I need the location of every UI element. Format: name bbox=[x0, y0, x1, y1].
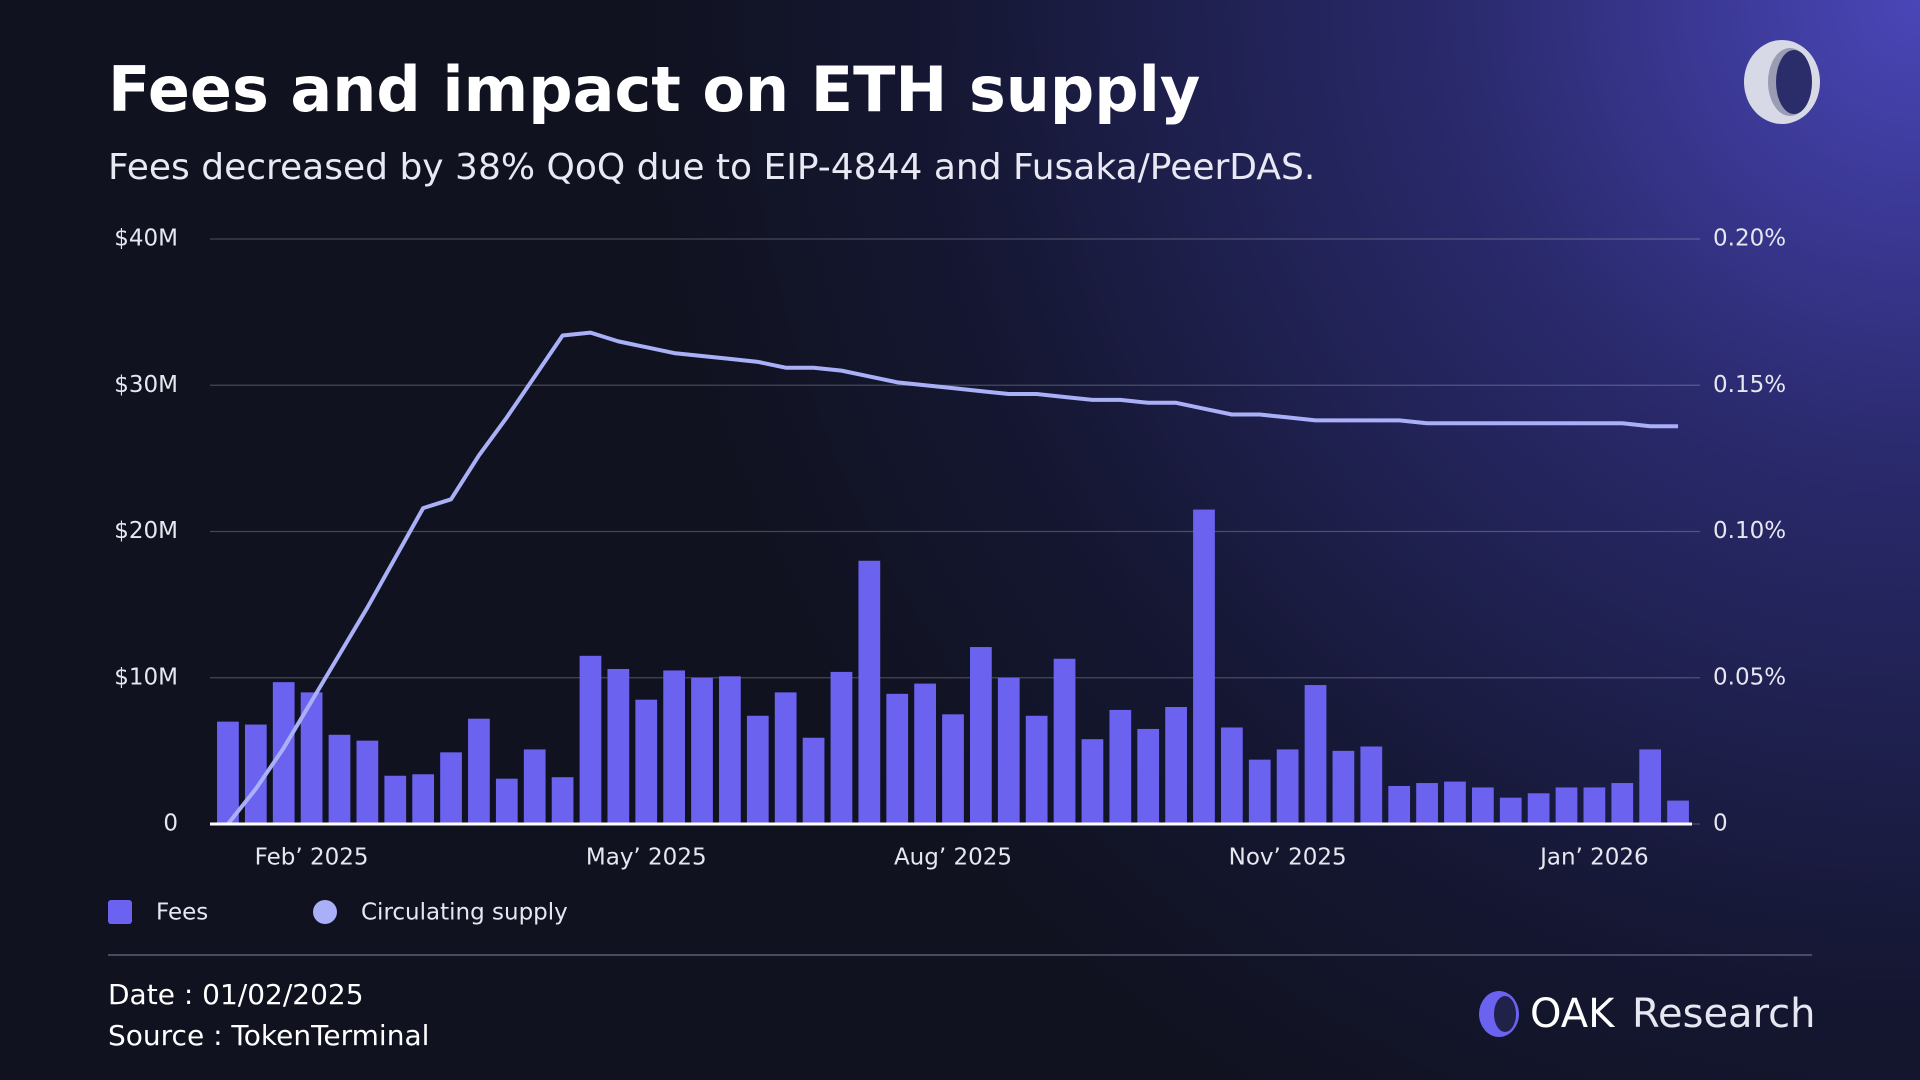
bar bbox=[719, 676, 741, 824]
bar bbox=[1555, 787, 1578, 824]
y-tick-label: $40M bbox=[114, 226, 178, 252]
bar bbox=[607, 668, 630, 824]
bar bbox=[1081, 739, 1104, 824]
brand-name: OAK bbox=[1530, 991, 1616, 1037]
bar bbox=[1471, 787, 1494, 824]
bar bbox=[1388, 785, 1411, 824]
bar bbox=[579, 655, 602, 824]
bar bbox=[551, 777, 574, 824]
y-tick-label: $10M bbox=[114, 664, 178, 690]
bar bbox=[1639, 749, 1662, 824]
x-tick-label: Aug’ 2025 bbox=[894, 845, 1012, 871]
bar bbox=[663, 670, 686, 824]
y2-tick-label: 0.10% bbox=[1713, 518, 1786, 544]
bar bbox=[1304, 685, 1327, 824]
bar bbox=[1193, 509, 1215, 824]
bar bbox=[356, 740, 379, 824]
legend-swatch bbox=[313, 900, 337, 924]
brand-logo bbox=[1479, 991, 1519, 1037]
bar bbox=[1109, 709, 1132, 824]
bar bbox=[1360, 746, 1383, 824]
y-tick-label: $20M bbox=[114, 518, 178, 544]
legend-label: Circulating supply bbox=[361, 900, 568, 926]
y2-tick-label: 0.05% bbox=[1713, 664, 1786, 690]
y-tick-label: $30M bbox=[114, 372, 178, 398]
bar bbox=[914, 683, 936, 824]
bar bbox=[495, 778, 518, 824]
bar bbox=[1220, 727, 1243, 824]
x-tick-label: May’ 2025 bbox=[586, 845, 707, 871]
legend-swatch bbox=[108, 900, 132, 924]
bar bbox=[635, 699, 658, 824]
bar bbox=[1527, 793, 1550, 824]
bar bbox=[970, 647, 992, 824]
x-tick-label: Feb’ 2025 bbox=[255, 845, 369, 871]
bar bbox=[1025, 715, 1048, 824]
bar bbox=[328, 734, 351, 824]
top-logo bbox=[1744, 40, 1820, 124]
bar bbox=[886, 693, 909, 824]
bar bbox=[1499, 797, 1522, 824]
bar bbox=[412, 774, 435, 824]
bar bbox=[746, 715, 769, 824]
bar bbox=[217, 721, 239, 824]
bar bbox=[830, 671, 853, 824]
bar bbox=[1611, 783, 1634, 824]
bar bbox=[1276, 749, 1299, 824]
x-tick-label: Jan’ 2026 bbox=[1538, 845, 1649, 871]
x-tick-label: Nov’ 2025 bbox=[1229, 845, 1347, 871]
bar bbox=[1583, 787, 1606, 824]
chart-title: Fees and impact on ETH supply bbox=[108, 53, 1200, 126]
bar bbox=[384, 775, 407, 824]
bar bbox=[1053, 658, 1076, 824]
bar bbox=[1137, 728, 1160, 824]
brand-suffix: Research bbox=[1632, 991, 1815, 1037]
line bbox=[226, 330, 1679, 826]
y2-tick-label: 0.20% bbox=[1713, 226, 1786, 252]
y2-tick-label: 0 bbox=[1713, 811, 1728, 837]
chart-subtitle: Fees decreased by 38% QoQ due to EIP-484… bbox=[108, 147, 1315, 188]
bar bbox=[691, 677, 713, 824]
legend-label: Fees bbox=[156, 900, 208, 926]
bar bbox=[440, 752, 462, 824]
bar bbox=[1416, 783, 1438, 824]
bar bbox=[1332, 750, 1355, 824]
bar bbox=[1667, 800, 1689, 824]
bar bbox=[942, 714, 964, 824]
bar bbox=[997, 677, 1020, 824]
bar bbox=[244, 724, 267, 824]
bar bbox=[1165, 707, 1187, 824]
y2-tick-label: 0.15% bbox=[1713, 372, 1786, 398]
bar bbox=[858, 560, 881, 824]
bar bbox=[523, 749, 546, 824]
footer-date: Date : 01/02/2025 bbox=[108, 978, 364, 1011]
bar bbox=[1248, 759, 1271, 824]
bar bbox=[1444, 781, 1466, 824]
bar bbox=[802, 737, 825, 824]
bar bbox=[468, 718, 490, 824]
y-tick-label: 0 bbox=[163, 811, 178, 837]
footer-source: Source : TokenTerminal bbox=[108, 1019, 429, 1052]
bar bbox=[300, 692, 323, 824]
bar bbox=[774, 692, 797, 824]
bar bbox=[272, 682, 295, 824]
